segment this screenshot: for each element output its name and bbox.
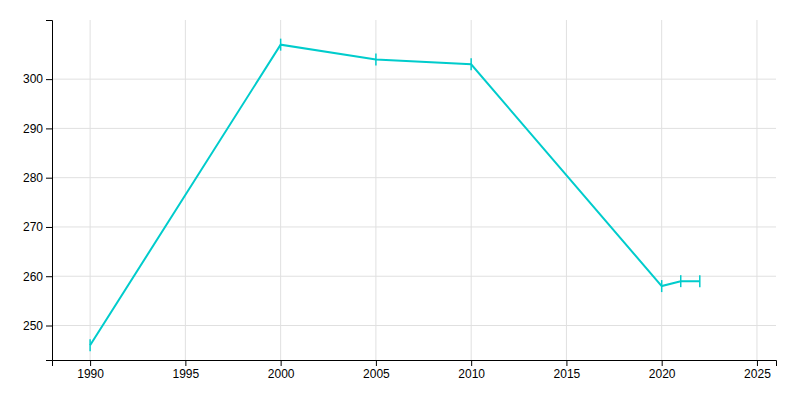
x-tick-mark — [90, 360, 91, 366]
grid-line-y — [52, 79, 776, 80]
y-tick-label: 290 — [23, 122, 43, 136]
y-tick: 300 — [23, 72, 52, 86]
chart: 1990 1995 2000 2005 2010 2015 2020 2025 250 260 27… — [0, 0, 800, 400]
marker — [375, 53, 377, 65]
grid-line-x — [566, 20, 567, 360]
x-axis-line — [53, 361, 777, 367]
x-tick-label: 2005 — [363, 367, 390, 381]
x-tick: 2005 — [363, 360, 390, 381]
marker — [470, 58, 472, 70]
y-tick-label: 260 — [23, 270, 43, 284]
series — [90, 39, 700, 352]
grid-line-y — [52, 276, 776, 277]
y-tick-mark — [46, 276, 52, 277]
x-tick-label: 2020 — [649, 367, 676, 381]
y-tick-mark — [46, 178, 52, 179]
x-tick: 1995 — [173, 360, 200, 381]
grid-line-x — [756, 20, 757, 360]
x-tick-label: 2010 — [458, 367, 485, 381]
y-axis-line — [46, 21, 53, 361]
y-tick-mark — [46, 227, 52, 228]
x-tick: 2025 — [744, 360, 771, 381]
y-tick-label: 280 — [23, 171, 43, 185]
y-tick: 260 — [23, 270, 52, 284]
y-tick-mark — [46, 79, 52, 80]
grid-line-y — [52, 226, 776, 227]
y-tick-mark — [46, 128, 52, 129]
grid-line-y — [52, 128, 776, 129]
x-tick: 2015 — [554, 360, 581, 381]
y-tick-label: 300 — [23, 72, 43, 86]
grid-line-y — [52, 325, 776, 326]
y-tick: 250 — [23, 319, 52, 333]
y-tick-mark — [46, 326, 52, 327]
plot: 1990 1995 2000 2005 2010 2015 2020 2025 250 260 27… — [23, 20, 777, 381]
grid-line-x — [90, 20, 91, 360]
grid-line-x — [471, 20, 472, 360]
x-tick: 2000 — [268, 360, 295, 381]
x-tick-mark — [662, 360, 663, 366]
x-tick-label: 2025 — [744, 367, 771, 381]
x-tick-mark — [471, 360, 472, 366]
grid-line-x — [280, 20, 281, 360]
x-tick-label: 1995 — [173, 367, 200, 381]
y-axis: 250 260 270 280 290 300 — [23, 21, 53, 361]
marker — [89, 339, 91, 351]
y-tick: 270 — [23, 220, 52, 234]
x-tick-label: 1990 — [77, 367, 104, 381]
grid-line-x — [185, 20, 186, 360]
marker — [280, 39, 282, 51]
x-tick: 2010 — [458, 360, 485, 381]
y-tick: 290 — [23, 122, 52, 136]
y-tick-label: 250 — [23, 319, 43, 333]
x-tick-label: 2000 — [268, 367, 295, 381]
x-tick-mark — [281, 360, 282, 366]
marker — [680, 275, 682, 287]
x-tick: 2020 — [649, 360, 676, 381]
marker — [699, 275, 701, 287]
x-axis: 1990 1995 2000 2005 2010 2015 2020 2025 — [53, 360, 777, 381]
y-tick-label: 270 — [23, 220, 43, 234]
x-tick: 1990 — [77, 360, 104, 381]
grid — [52, 20, 776, 360]
grid-line-x — [375, 20, 376, 360]
grid-line-y — [52, 177, 776, 178]
x-tick-mark — [185, 360, 186, 366]
y-tick: 280 — [23, 171, 52, 185]
x-tick-mark — [566, 360, 567, 366]
line — [90, 45, 700, 346]
marker — [661, 280, 663, 292]
x-tick-mark — [376, 360, 377, 366]
x-tick-mark — [757, 360, 758, 366]
grid-line-x — [661, 20, 662, 360]
x-tick-label: 2015 — [554, 367, 581, 381]
